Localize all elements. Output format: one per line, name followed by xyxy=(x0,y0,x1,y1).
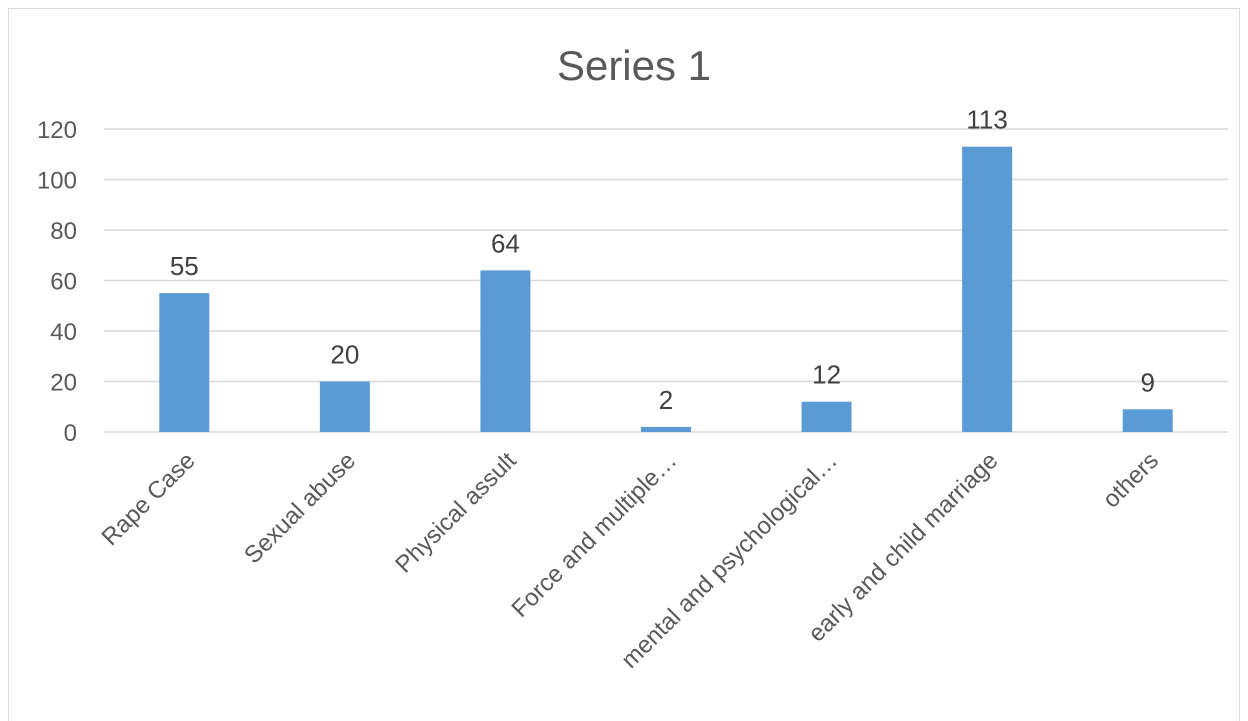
x-category-label: others xyxy=(1098,447,1164,513)
bar xyxy=(962,146,1013,433)
chart-title: Series 1 xyxy=(557,42,711,89)
x-axis-category-labels: Rape Case Sexual abuse Physical assultForc… xyxy=(97,447,1164,674)
chart-frame xyxy=(8,8,1240,721)
data-label: 20 xyxy=(330,340,359,370)
x-category-label: Physical assult xyxy=(390,447,522,579)
y-tick-label: 40 xyxy=(50,319,77,346)
data-label: 12 xyxy=(812,360,841,390)
y-tick-label: 80 xyxy=(50,218,77,245)
x-category-label: early and child marriage xyxy=(803,447,1003,647)
bars xyxy=(159,146,1173,433)
y-tick-label: 0 xyxy=(64,420,77,447)
data-labels: 55 20 64 2 12 113 9 xyxy=(170,105,1155,415)
y-tick-label: 100 xyxy=(37,168,77,195)
x-category-label: Rape Case xyxy=(97,447,201,551)
y-tick-label: 60 xyxy=(50,269,77,296)
data-label: 64 xyxy=(491,228,520,258)
y-tick-label: 120 xyxy=(37,117,77,144)
data-label: 113 xyxy=(966,105,1007,135)
x-category-label: Force and multiple… xyxy=(507,447,683,623)
bar xyxy=(641,426,691,432)
y-axis-tick-labels: 0 20 40 60 80 100 120 xyxy=(37,117,77,447)
data-label: 2 xyxy=(659,385,673,415)
y-tick-label: 20 xyxy=(50,370,77,397)
x-category-label: Sexual abuse xyxy=(239,447,361,569)
bar xyxy=(801,401,852,432)
bar xyxy=(1122,409,1173,432)
bar xyxy=(480,270,531,432)
bar xyxy=(319,381,370,432)
data-label: 55 xyxy=(170,251,199,281)
bar xyxy=(159,293,210,432)
data-label: 9 xyxy=(1140,367,1154,397)
